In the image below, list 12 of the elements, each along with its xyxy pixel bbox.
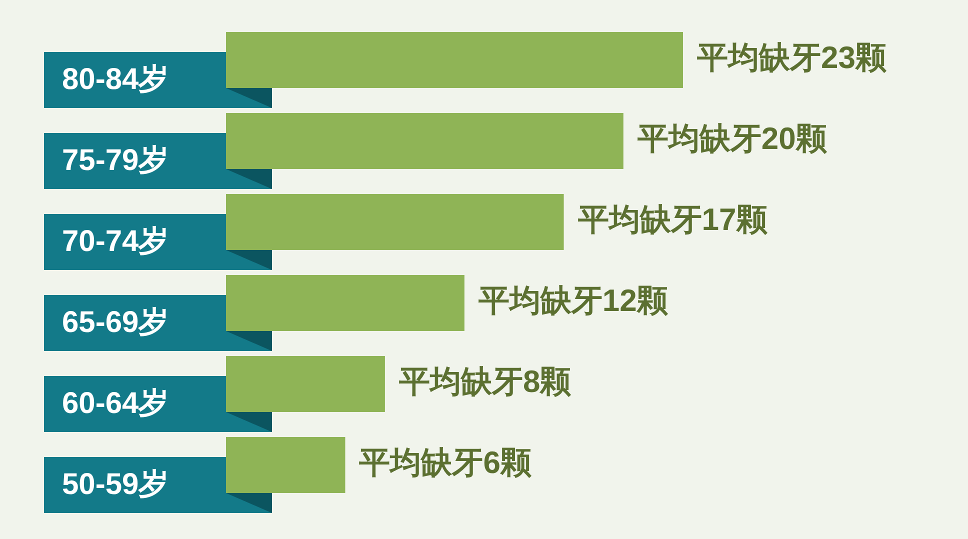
data-label: 平均缺牙23颗 bbox=[696, 40, 888, 76]
data-label: 平均缺牙8颗 bbox=[398, 364, 572, 400]
y-tick-label: 70-74岁 bbox=[62, 224, 169, 258]
y-tick-label: 50-59岁 bbox=[62, 468, 169, 501]
y-tick-label: 65-69岁 bbox=[62, 306, 169, 339]
y-tick-label: 60-64岁 bbox=[62, 386, 169, 420]
y-tick-label: 75-79岁 bbox=[62, 144, 169, 177]
data-label: 平均缺牙12颗 bbox=[477, 283, 669, 318]
y-tick-label: 80-84岁 bbox=[62, 62, 169, 96]
data-label: 平均缺牙17颗 bbox=[576, 202, 768, 238]
data-label: 平均缺牙6颗 bbox=[358, 445, 532, 480]
data-label: 平均缺牙20颗 bbox=[636, 121, 828, 156]
